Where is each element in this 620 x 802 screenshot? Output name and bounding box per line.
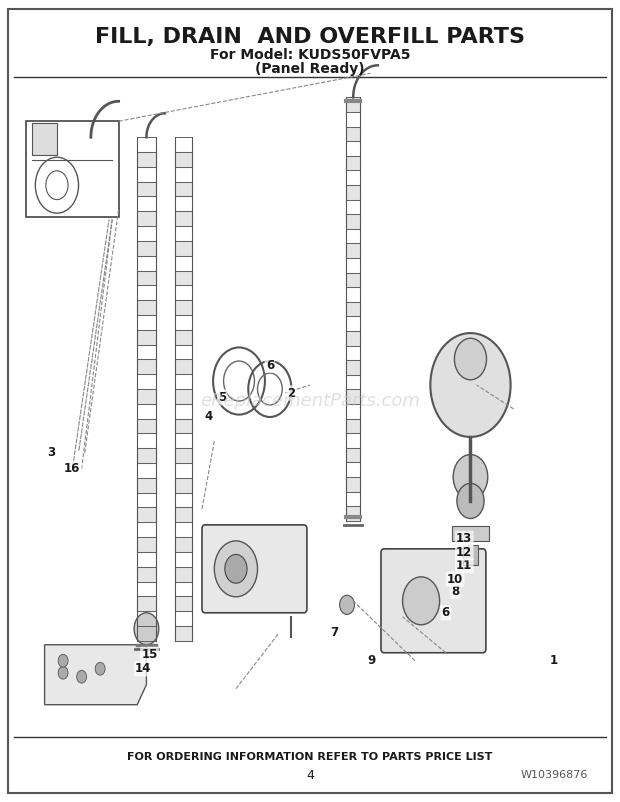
Circle shape bbox=[215, 541, 257, 597]
FancyBboxPatch shape bbox=[202, 525, 307, 613]
Circle shape bbox=[453, 455, 488, 500]
Text: FOR ORDERING INFORMATION REFER TO PARTS PRICE LIST: FOR ORDERING INFORMATION REFER TO PARTS … bbox=[127, 752, 493, 763]
Circle shape bbox=[58, 654, 68, 667]
Circle shape bbox=[340, 595, 355, 614]
Circle shape bbox=[402, 577, 440, 625]
Text: 14: 14 bbox=[135, 662, 151, 675]
Bar bbox=[463, 545, 478, 565]
Text: 8: 8 bbox=[451, 585, 459, 597]
Text: 7: 7 bbox=[330, 626, 339, 639]
Text: 1: 1 bbox=[550, 654, 558, 667]
Circle shape bbox=[225, 554, 247, 583]
Circle shape bbox=[77, 670, 87, 683]
Circle shape bbox=[95, 662, 105, 675]
Text: 9: 9 bbox=[368, 654, 376, 667]
Text: (Panel Ready): (Panel Ready) bbox=[255, 62, 365, 75]
Text: 13: 13 bbox=[456, 532, 472, 545]
Text: 10: 10 bbox=[447, 573, 463, 585]
Text: 16: 16 bbox=[64, 463, 81, 476]
FancyBboxPatch shape bbox=[381, 549, 486, 653]
Text: 11: 11 bbox=[456, 559, 472, 572]
Text: 6: 6 bbox=[441, 606, 450, 619]
Text: 4: 4 bbox=[306, 768, 314, 781]
Polygon shape bbox=[45, 645, 146, 705]
Text: 5: 5 bbox=[218, 391, 226, 403]
Circle shape bbox=[58, 666, 68, 679]
Text: 4: 4 bbox=[204, 411, 212, 423]
Text: FILL, DRAIN  AND OVERFILL PARTS: FILL, DRAIN AND OVERFILL PARTS bbox=[95, 27, 525, 47]
Bar bbox=[26, 121, 118, 217]
Circle shape bbox=[134, 613, 159, 645]
Text: 3: 3 bbox=[46, 447, 55, 460]
Text: 15: 15 bbox=[141, 648, 157, 661]
Text: 12: 12 bbox=[456, 546, 472, 559]
Circle shape bbox=[430, 333, 511, 437]
Text: For Model: KUDS50FVPA5: For Model: KUDS50FVPA5 bbox=[210, 48, 410, 62]
Text: 2: 2 bbox=[288, 387, 296, 399]
Circle shape bbox=[454, 338, 487, 380]
Text: W10396876: W10396876 bbox=[520, 770, 588, 780]
Bar bbox=[32, 123, 57, 155]
Text: 6: 6 bbox=[266, 358, 274, 371]
Circle shape bbox=[457, 484, 484, 518]
Text: eReplacementParts.com: eReplacementParts.com bbox=[200, 392, 420, 410]
Bar bbox=[452, 526, 489, 541]
